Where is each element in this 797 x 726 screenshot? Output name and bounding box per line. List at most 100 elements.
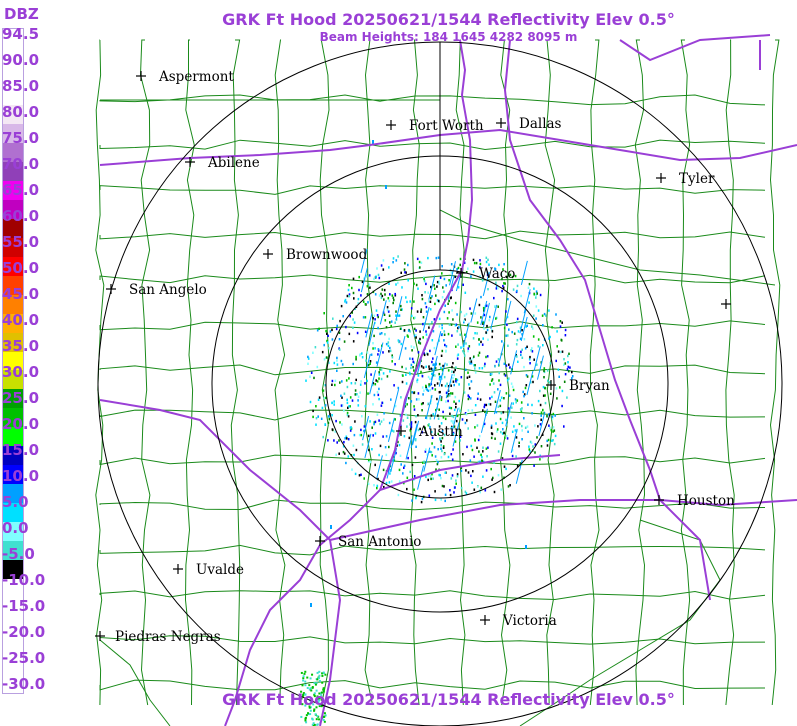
echo-pixel bbox=[402, 472, 404, 475]
echo-pixel bbox=[376, 267, 378, 270]
echo-pixel bbox=[520, 353, 522, 357]
city-label: Fort Worth bbox=[409, 118, 484, 134]
echo-pixel bbox=[339, 319, 341, 323]
echo-pixel bbox=[397, 339, 400, 342]
echo-pixel bbox=[494, 267, 496, 270]
echo-pixel bbox=[324, 384, 327, 387]
echo-pixel bbox=[342, 450, 345, 454]
echo-pixel bbox=[483, 405, 486, 409]
echo-pixel bbox=[331, 428, 334, 431]
echo-pixel bbox=[456, 414, 459, 418]
echo-pixel bbox=[372, 347, 374, 350]
echo-pixel bbox=[313, 709, 316, 712]
highway-line bbox=[619, 34, 771, 62]
echo-pixel bbox=[478, 450, 480, 453]
echo-pixel bbox=[476, 332, 478, 335]
echo-pixel bbox=[495, 411, 498, 414]
city-marker: Tyler bbox=[656, 171, 715, 187]
echo-streak bbox=[425, 394, 433, 420]
echo-pixel bbox=[318, 692, 321, 695]
echo-pixel bbox=[516, 464, 519, 467]
echo-pixel bbox=[411, 391, 413, 394]
echo-pixel bbox=[347, 288, 350, 292]
echo-pixel bbox=[482, 475, 484, 478]
echo-pixel bbox=[398, 480, 401, 483]
echo-pixel bbox=[302, 694, 305, 697]
echo-pixel bbox=[320, 691, 323, 694]
echo-pixel bbox=[304, 699, 307, 702]
echo-pixel bbox=[336, 356, 338, 360]
scale-label: 15.0 bbox=[2, 441, 40, 459]
scale-swatch bbox=[3, 66, 23, 87]
echo-pixel bbox=[559, 386, 561, 389]
echo-pixel bbox=[408, 397, 410, 400]
echo-pixel bbox=[389, 349, 392, 353]
city-label: Tyler bbox=[679, 171, 715, 187]
echo-pixel bbox=[368, 274, 371, 277]
echo-pixel bbox=[343, 409, 345, 412]
echo-pixel bbox=[423, 277, 425, 281]
echo-pixel bbox=[419, 342, 422, 345]
echo-pixel bbox=[455, 419, 458, 423]
echo-pixel bbox=[316, 671, 319, 674]
echo-pixel bbox=[409, 470, 411, 474]
scale-swatch bbox=[3, 332, 23, 352]
echo-pixel bbox=[352, 362, 354, 366]
echo-pixel bbox=[425, 365, 427, 368]
echo-pixel bbox=[335, 419, 337, 423]
echo-pixel bbox=[459, 409, 461, 412]
echo-pixel bbox=[458, 383, 460, 386]
echo-pixel bbox=[460, 466, 463, 470]
echo-pixel bbox=[430, 296, 432, 300]
echo-pixel bbox=[328, 361, 330, 364]
echo-pixel bbox=[521, 348, 523, 351]
city-marker: Waco bbox=[456, 266, 515, 282]
echo-pixel bbox=[516, 289, 518, 293]
echo-pixel bbox=[508, 394, 511, 397]
echo-pixel bbox=[378, 397, 380, 401]
echo-pixel bbox=[429, 425, 431, 429]
echo-pixel bbox=[500, 430, 502, 434]
echo-pixel bbox=[473, 261, 476, 265]
echo-pixel bbox=[390, 320, 393, 323]
echo-pixel bbox=[460, 310, 462, 314]
echo-pixel bbox=[446, 394, 449, 398]
echo-pixel bbox=[322, 671, 325, 674]
echo-pixel bbox=[388, 282, 390, 285]
echo-pixel bbox=[454, 301, 457, 305]
echo-pixel bbox=[448, 311, 450, 314]
echo-pixel bbox=[431, 387, 434, 390]
echo-pixel bbox=[437, 414, 439, 417]
scale-swatch bbox=[3, 161, 23, 182]
echo-pixel bbox=[477, 460, 480, 464]
echo-pixel bbox=[429, 450, 431, 453]
echo-pixel bbox=[481, 367, 484, 370]
echo-pixel bbox=[430, 430, 433, 434]
echo-streak bbox=[379, 300, 387, 325]
echo-streak bbox=[398, 335, 406, 361]
echo-pixel bbox=[431, 360, 433, 364]
echo-pixel bbox=[361, 280, 364, 284]
echo-pixel bbox=[426, 353, 429, 356]
echo-pixel bbox=[425, 333, 428, 336]
echo-pixel bbox=[415, 336, 417, 339]
echo-pixel bbox=[423, 389, 425, 392]
echo-pixel bbox=[334, 430, 336, 433]
echo-pixel bbox=[511, 430, 514, 433]
echo-pixel bbox=[345, 325, 347, 329]
echo-pixel bbox=[514, 398, 517, 401]
echo-pixel bbox=[453, 383, 455, 387]
echo-pixel bbox=[485, 331, 487, 334]
scale-swatch bbox=[3, 389, 23, 409]
echo-pixel bbox=[488, 319, 491, 322]
color-scale-bar bbox=[2, 28, 24, 694]
echo-pixel bbox=[503, 282, 505, 285]
echo-pixel bbox=[534, 443, 537, 446]
scale-swatch bbox=[3, 617, 23, 637]
echo-pixel bbox=[467, 323, 469, 327]
echo-pixel bbox=[463, 351, 465, 355]
echo-streak bbox=[449, 261, 457, 286]
echo-pixel bbox=[462, 453, 464, 456]
echo-pixel bbox=[539, 423, 542, 426]
echo-pixel bbox=[399, 454, 402, 457]
